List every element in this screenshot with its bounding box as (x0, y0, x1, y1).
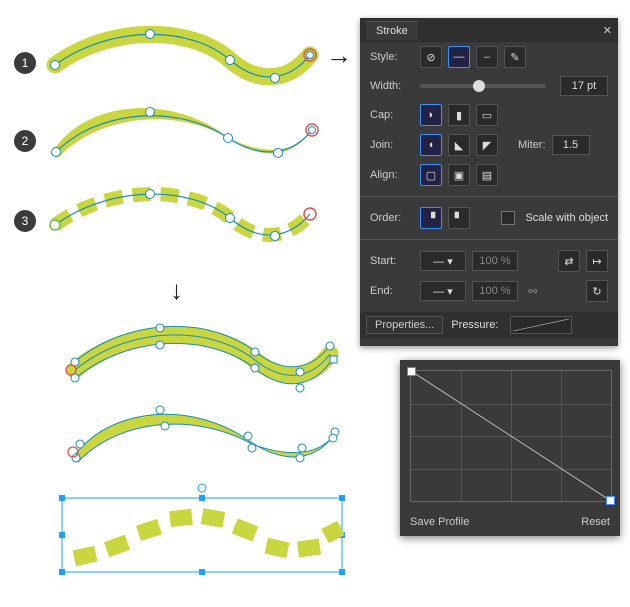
width-slider-thumb[interactable] (473, 80, 485, 92)
close-icon[interactable]: ✕ (603, 24, 612, 37)
pressure-popout: Save Profile Reset (400, 360, 620, 536)
end-arrow-dropdown[interactable]: — ▾ (420, 281, 466, 301)
end-row: End: — ▾ 100 % ⚯ ↻ (360, 276, 618, 306)
pressure-handle-end[interactable] (606, 496, 615, 505)
style-dash-icon[interactable]: ┄ (476, 46, 498, 68)
miter-value[interactable]: 1.5 (552, 135, 590, 155)
pressure-curve (411, 371, 611, 501)
join-round-icon[interactable]: ◖ (420, 134, 442, 156)
place-behind-icon[interactable]: ↦ (586, 250, 608, 272)
style-none-icon[interactable]: ⊘ (420, 46, 442, 68)
order-label: Order: (370, 212, 414, 224)
pressure-footer: Save Profile Reset (400, 512, 620, 536)
panel-bottombar: Properties... Pressure: (360, 312, 618, 338)
end-label: End: (370, 285, 414, 297)
cap-round-icon[interactable]: ◗ (420, 104, 442, 126)
end-pct[interactable]: 100 % (472, 281, 518, 301)
start-arrow-dropdown[interactable]: — ▾ (420, 251, 466, 271)
stroke-tab[interactable]: Stroke (366, 21, 418, 40)
stroke-panel: Stroke ✕ Style: ⊘ ― ┄ ✎ Width: 17 pt Cap… (360, 18, 618, 346)
style-label: Style: (370, 51, 414, 63)
cap-label: Cap: (370, 109, 414, 121)
style-row: Style: ⊘ ― ┄ ✎ (360, 42, 618, 72)
start-row: Start: — ▾ 100 % ⇄ ↦ (360, 246, 618, 276)
join-miter-icon[interactable]: ◤ (476, 134, 498, 156)
swap-arrows-icon[interactable]: ⇄ (558, 250, 580, 272)
style-solid-icon[interactable]: ― (448, 46, 470, 68)
order-behind-icon[interactable]: ▝ (420, 207, 442, 229)
scale-with-object-checkbox[interactable] (501, 211, 515, 225)
join-row: Join: ◖ ◣ ◤ Miter: 1.5 (360, 130, 618, 160)
width-row: Width: 17 pt (360, 72, 618, 100)
order-front-icon[interactable]: ▘ (448, 207, 470, 229)
align-outside-icon[interactable]: ▤ (476, 164, 498, 186)
pressure-handle-start[interactable] (407, 367, 416, 376)
width-slider[interactable] (420, 84, 546, 88)
cap-square-icon[interactable]: ▭ (476, 104, 498, 126)
join-label: Join: (370, 139, 414, 151)
start-label: Start: (370, 255, 414, 267)
cycle-icon[interactable]: ↻ (586, 280, 608, 302)
panel-tabbar: Stroke ✕ (360, 18, 618, 42)
canvas-area: 1 2 3 → ↓ (0, 0, 360, 607)
align-row: Align: ▢ ▣ ▤ (360, 160, 618, 190)
style-brush-icon[interactable]: ✎ (504, 46, 526, 68)
miter-label: Miter: (518, 139, 546, 151)
separator (360, 196, 618, 197)
reset-button[interactable]: Reset (581, 516, 610, 528)
join-bevel-icon[interactable]: ◣ (448, 134, 470, 156)
width-label: Width: (370, 80, 414, 92)
scale-with-object-label: Scale with object (525, 212, 608, 224)
width-value[interactable]: 17 pt (560, 76, 608, 96)
order-row: Order: ▝ ▘ Scale with object (360, 203, 618, 233)
pressure-grid[interactable] (410, 370, 612, 502)
cap-butt-icon[interactable]: ▮ (448, 104, 470, 126)
pressure-preview[interactable] (510, 316, 572, 334)
align-label: Align: (370, 169, 414, 181)
separator (360, 239, 618, 240)
start-pct[interactable]: 100 % (472, 251, 518, 271)
save-profile-button[interactable]: Save Profile (410, 516, 469, 528)
link-icon[interactable]: ⚯ (528, 285, 537, 298)
align-center-icon[interactable]: ▢ (420, 164, 442, 186)
strokes-illustration (0, 0, 360, 607)
cap-row: Cap: ◗ ▮ ▭ (360, 100, 618, 130)
align-inside-icon[interactable]: ▣ (448, 164, 470, 186)
pressure-label: Pressure: (451, 319, 498, 331)
properties-button[interactable]: Properties... (366, 316, 443, 334)
